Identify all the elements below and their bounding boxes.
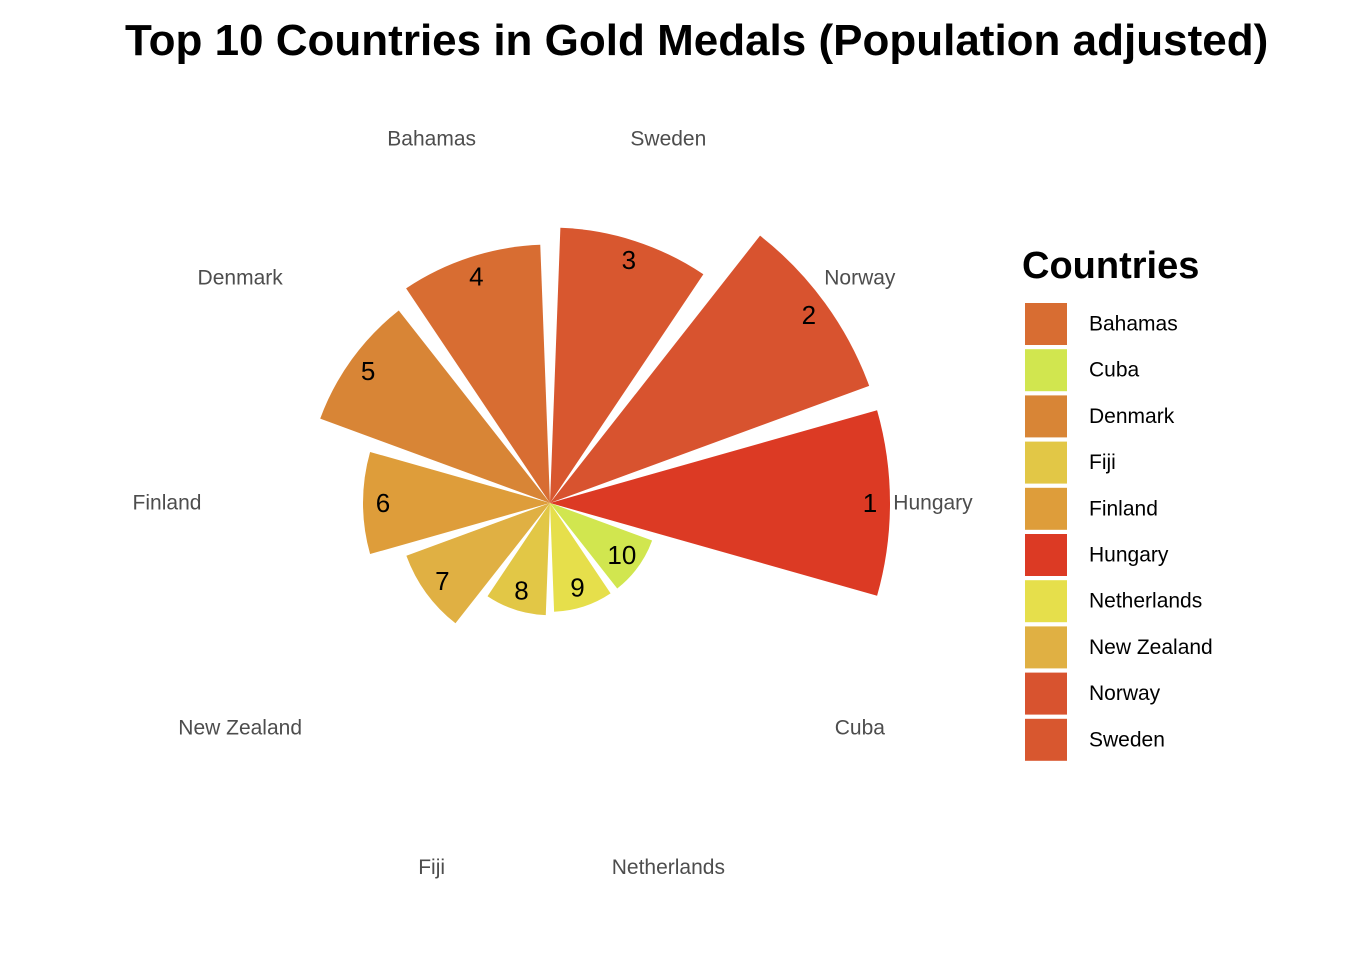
category-labels-layer: Hungary Norway Sweden Bahamas Denmark Finland… [133, 127, 974, 879]
legend-swatch [1025, 534, 1067, 576]
legend-swatch [1025, 441, 1067, 484]
legend-label: Hungary [1089, 544, 1169, 567]
legend-label: Sweden [1089, 728, 1165, 751]
legend-label: Cuba [1089, 359, 1140, 382]
category-label: Netherlands [612, 856, 725, 879]
bar-hungary [550, 410, 890, 596]
bar-cuba [550, 503, 653, 589]
rank-label: 2 [802, 300, 816, 330]
rank-label: 6 [376, 488, 390, 518]
bar-finland [362, 451, 550, 555]
rank-label: 9 [570, 572, 584, 602]
legend-swatch [1025, 349, 1067, 392]
bar-fiji [487, 503, 550, 616]
legend-label: New Zealand [1089, 636, 1213, 659]
legend-label: Bahamas [1089, 313, 1178, 336]
rank-label: 4 [469, 261, 483, 291]
legend-label: Netherlands [1089, 590, 1202, 613]
rank-label: 7 [435, 566, 449, 596]
rank-label: 8 [514, 576, 528, 606]
category-label: Sweden [630, 127, 706, 150]
rank-labels-layer: 1 2 3 4 5 6 7 8 9 10 [361, 245, 877, 606]
category-label: Denmark [198, 266, 284, 289]
legend-swatch [1025, 487, 1067, 530]
rank-label: 5 [361, 356, 375, 386]
rank-label: 3 [622, 245, 636, 275]
legend-title: Countries [1022, 245, 1199, 287]
legend-swatch [1025, 718, 1067, 761]
bar-netherlands [550, 503, 611, 612]
rank-label: 10 [607, 540, 636, 570]
category-label: Norway [824, 266, 896, 289]
category-label: Cuba [835, 717, 886, 740]
legend-label: Denmark [1089, 405, 1175, 428]
legend-label: Finland [1089, 497, 1158, 520]
bar-sweden [550, 227, 704, 504]
legend-swatch [1025, 580, 1067, 623]
legend-swatch [1025, 626, 1067, 669]
category-label: Finland [133, 492, 202, 515]
legend-swatch [1025, 672, 1067, 715]
bar-new-zealand [406, 503, 550, 624]
category-label: New Zealand [178, 717, 302, 740]
category-label: Bahamas [387, 127, 476, 150]
bar-denmark [320, 310, 550, 503]
bar-bahamas [406, 244, 550, 503]
legend-swatch [1025, 395, 1067, 438]
legend-items: Bahamas Cuba Denmark Fiji Finland Hungary Neth… [1025, 303, 1213, 761]
legend-label: Fiji [1089, 451, 1116, 474]
legend-label: Norway [1089, 682, 1161, 705]
legend: Countries Bahamas Cuba Denmark Fiji Finland H… [1022, 245, 1213, 761]
bars-layer [320, 227, 890, 624]
legend-swatch [1025, 303, 1067, 345]
category-label: Hungary [893, 492, 973, 515]
bar-norway [550, 235, 870, 503]
category-label: Fiji [418, 856, 445, 879]
rank-label: 1 [863, 488, 877, 518]
chart-title: Top 10 Countries in Gold Medals (Populat… [125, 16, 1268, 65]
